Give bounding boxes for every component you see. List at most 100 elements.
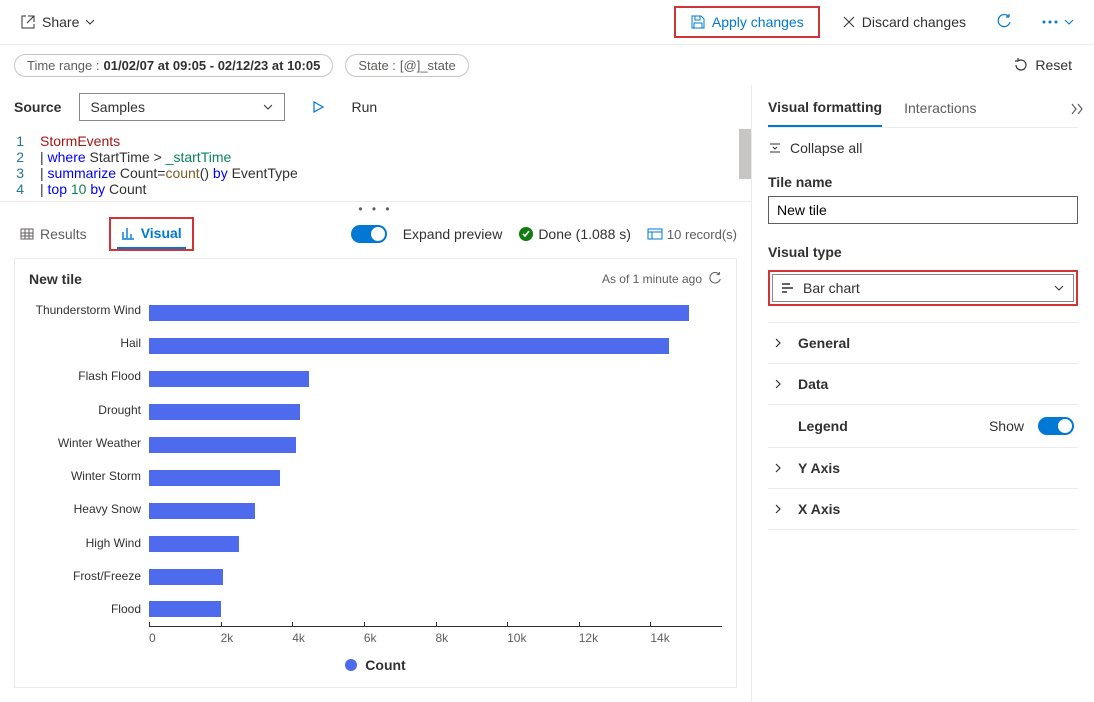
tab-visual-formatting[interactable]: Visual formatting [768, 99, 882, 127]
line-number: 4 [0, 181, 40, 197]
table-icon [20, 227, 34, 241]
xtick: 12k [579, 627, 651, 645]
bar[interactable] [149, 601, 221, 617]
share-label: Share [42, 14, 79, 30]
acc-yaxis-label: Y Axis [798, 460, 1074, 476]
bar-row [149, 502, 722, 520]
run-button[interactable] [303, 96, 333, 118]
checkmark-icon [518, 226, 534, 242]
acc-general-label: General [798, 335, 1074, 351]
formatting-accordion: General Data Legend Show Y Axis X Axis [768, 322, 1078, 530]
bar-label: Thunderstorm Wind [36, 301, 141, 319]
overflow-menu[interactable] [1034, 13, 1082, 31]
chevron-right-icon [772, 337, 784, 349]
legend-series-name: Count [365, 657, 405, 673]
bar[interactable] [149, 404, 300, 420]
apply-changes-label: Apply changes [712, 14, 804, 30]
bar[interactable] [149, 437, 296, 453]
time-range-chip[interactable]: Time range : 01/02/07 at 09:05 - 02/12/2… [14, 54, 333, 77]
visual-type-highlight: Bar chart [768, 270, 1078, 306]
code-line[interactable]: | top 10 by Count [40, 181, 146, 197]
tab-results[interactable]: Results [14, 216, 93, 252]
bar-row [149, 403, 722, 421]
editor-scroll-thumb[interactable] [739, 129, 751, 179]
code-line[interactable]: | summarize Count=count() by EventType [40, 165, 298, 181]
collapse-all-link[interactable]: Collapse all [768, 128, 1078, 168]
acc-xaxis[interactable]: X Axis [768, 489, 1078, 529]
xtick: 0 [149, 627, 221, 645]
visual-type-dropdown[interactable]: Bar chart [772, 274, 1074, 302]
filter-row: Time range : 01/02/07 at 09:05 - 02/12/2… [0, 45, 1094, 85]
chevron-down-icon [262, 101, 274, 113]
expand-preview-toggle[interactable] [351, 225, 387, 243]
chart-panel: New tile As of 1 minute ago Thunderstorm… [14, 258, 737, 688]
bar-label: Winter Weather [58, 434, 141, 452]
more-icon [1042, 20, 1058, 24]
save-icon [690, 14, 706, 30]
bar[interactable] [149, 503, 255, 519]
collapse-all-label: Collapse all [790, 140, 862, 156]
close-icon [842, 15, 856, 29]
bar[interactable] [149, 569, 223, 585]
bar-label: Winter Storm [71, 467, 141, 485]
apply-changes-button[interactable]: Apply changes [682, 10, 812, 34]
tab-results-label: Results [40, 226, 87, 242]
chevron-down-icon [1064, 17, 1074, 27]
line-number: 2 [0, 149, 40, 165]
bar-label: Frost/Freeze [73, 567, 141, 585]
expand-preview-label: Expand preview [403, 226, 503, 242]
time-range-prefix: Time range : [27, 58, 100, 73]
collapse-icon [768, 141, 782, 155]
source-dropdown[interactable]: Samples [79, 93, 285, 121]
chart-legend: Count [29, 645, 722, 675]
acc-xaxis-label: X Axis [798, 501, 1074, 517]
line-number: 3 [0, 165, 40, 181]
bar-label: High Wind [86, 534, 141, 552]
play-icon [311, 100, 325, 114]
bar[interactable] [149, 338, 669, 354]
bar[interactable] [149, 470, 280, 486]
editor-drag-handle[interactable]: • • • [0, 202, 751, 216]
visual-type-label: Visual type [768, 238, 1078, 266]
acc-yaxis[interactable]: Y Axis [768, 448, 1078, 489]
bar[interactable] [149, 536, 239, 552]
query-editor[interactable]: 1StormEvents2| where StartTime > _startT… [0, 129, 751, 202]
code-line[interactable]: | where StartTime > _startTime [40, 149, 231, 165]
acc-data[interactable]: Data [768, 364, 1078, 405]
legend-show-toggle[interactable] [1038, 417, 1074, 435]
tab-interactions[interactable]: Interactions [904, 100, 976, 126]
line-number: 1 [0, 133, 40, 149]
xtick: 6k [364, 627, 436, 645]
tile-name-label: Tile name [768, 168, 1078, 196]
acc-general[interactable]: General [768, 323, 1078, 364]
xtick: 10k [507, 627, 579, 645]
tab-visual[interactable]: Visual [117, 223, 186, 241]
bar[interactable] [149, 371, 309, 387]
refresh-icon[interactable] [708, 272, 722, 286]
expand-pane-icon[interactable] [1068, 101, 1084, 117]
chevron-right-icon [772, 462, 784, 474]
state-prefix: State : [358, 58, 396, 73]
reset-filters-button[interactable]: Reset [1005, 53, 1080, 77]
source-row: Source Samples Run [0, 85, 751, 129]
bar-row [149, 600, 722, 618]
chart-area: Thunderstorm WindHailFlash FloodDroughtW… [29, 293, 722, 626]
xtick: 2k [221, 627, 293, 645]
reset-label: Reset [1035, 57, 1072, 73]
tile-name-input[interactable] [768, 196, 1078, 224]
state-value: [@]_state [400, 58, 456, 73]
discard-changes-button[interactable]: Discard changes [834, 10, 974, 34]
refresh-button[interactable] [988, 10, 1020, 34]
state-chip[interactable]: State : [@]_state [345, 54, 468, 77]
code-line[interactable]: StormEvents [40, 133, 120, 149]
bar-row [149, 568, 722, 586]
tab-visual-label: Visual [141, 225, 182, 241]
bar[interactable] [149, 305, 689, 321]
acc-legend[interactable]: Legend Show [768, 405, 1078, 448]
legend-show-label: Show [989, 418, 1024, 434]
share-button[interactable]: Share [12, 10, 103, 34]
discard-changes-label: Discard changes [862, 14, 966, 30]
records-icon [647, 228, 663, 240]
chart-xaxis: 02k4k6k8k10k12k14k [149, 626, 722, 645]
chevron-right-icon [772, 378, 784, 390]
